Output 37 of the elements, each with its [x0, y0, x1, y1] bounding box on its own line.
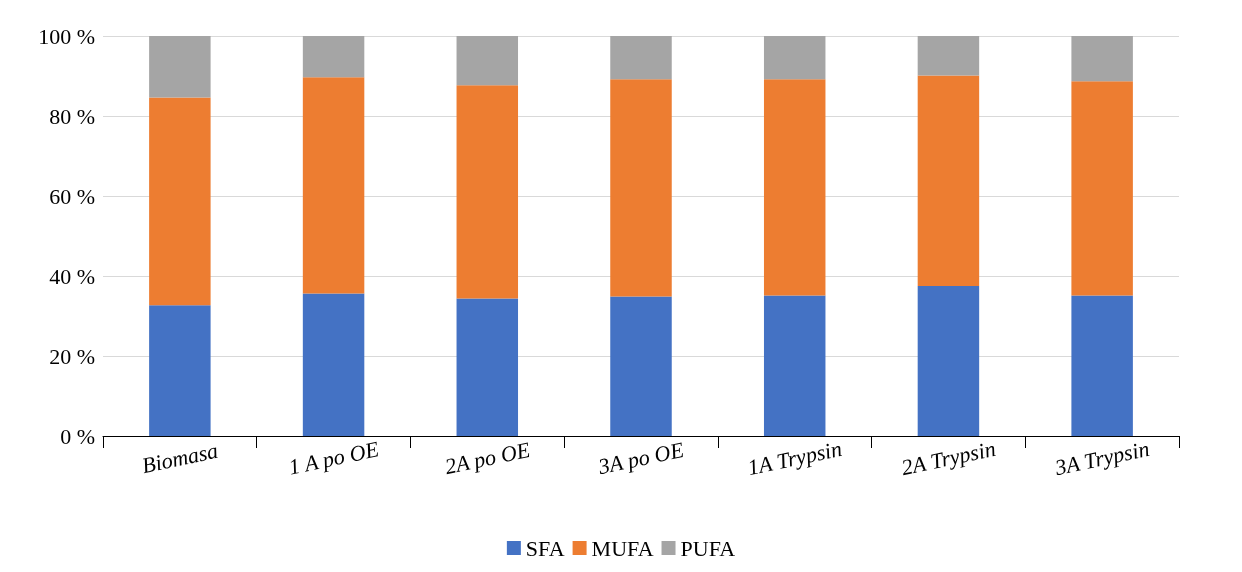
bar [456, 298, 519, 436]
x-tick-label: Biomasa [139, 437, 221, 479]
x-tick-label: 3A Trypsin [1051, 435, 1152, 481]
legend-label: SFA [525, 535, 565, 561]
y-tick-label: 40 % [49, 263, 95, 289]
bar [1071, 36, 1133, 82]
legend-label: PUFA [680, 535, 736, 561]
bar [302, 36, 365, 78]
x-tick-label: 2A po OE [442, 436, 533, 480]
bar [456, 85, 519, 299]
bar [149, 305, 211, 436]
y-tick-label: 20 % [49, 343, 95, 369]
legend-label: MUFA [591, 535, 654, 561]
bar [763, 36, 826, 80]
x-tick-label: 1 A po OE [286, 436, 382, 480]
bar [302, 77, 365, 294]
y-tick-label: 0 % [60, 423, 95, 449]
x-tick-label: 2A Trypsin [899, 435, 998, 481]
y-tick-label: 80 % [49, 103, 95, 129]
bar [149, 36, 211, 98]
bar [456, 36, 519, 86]
bar [610, 36, 672, 80]
bar [763, 79, 826, 296]
x-tick-label: 1A Trypsin [745, 435, 845, 481]
bar [149, 97, 211, 306]
bar [917, 286, 980, 436]
y-tick-label: 60 % [49, 183, 95, 209]
bar [610, 296, 672, 436]
bar [917, 75, 980, 286]
bar [763, 295, 826, 436]
bar [610, 79, 672, 297]
bar [917, 36, 980, 76]
bar [1071, 81, 1133, 296]
bar [302, 293, 365, 436]
bar [1071, 295, 1133, 436]
x-tick-label: 3A po OE [595, 436, 687, 480]
y-tick-label: 100 % [38, 23, 95, 49]
